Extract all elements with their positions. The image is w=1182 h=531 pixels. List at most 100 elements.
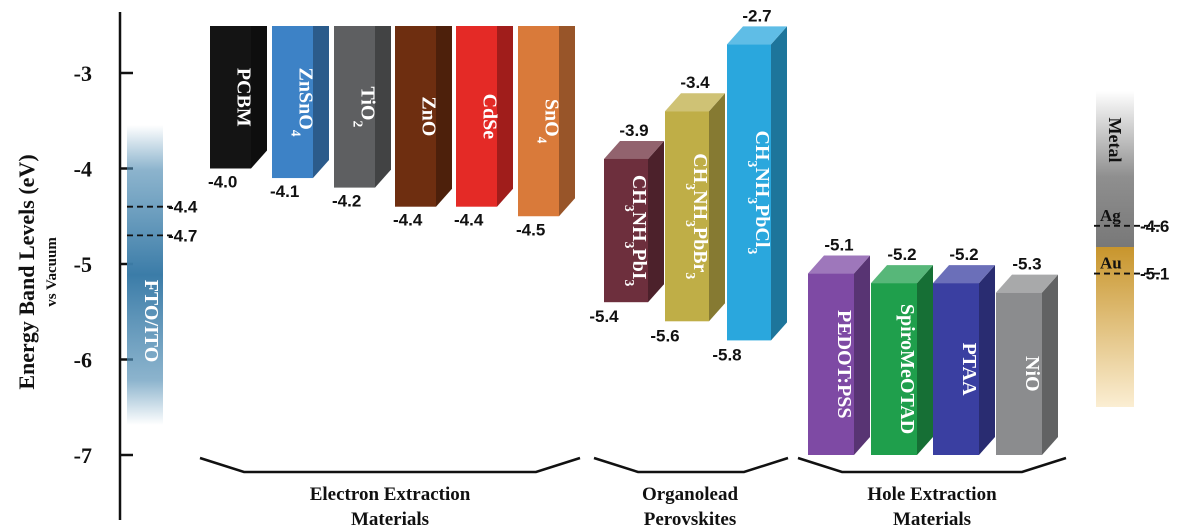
group-label-line: Materials <box>893 509 971 530</box>
group-label-line: Organolead <box>642 484 738 505</box>
bar-value-label: -4.2 <box>332 192 361 211</box>
metal-name-ag: Ag <box>1100 206 1121 225</box>
bar-front-face <box>808 273 854 455</box>
bar-front-face <box>996 292 1042 455</box>
bar-top-face <box>727 26 787 45</box>
material-label: TiO2 <box>351 86 379 127</box>
y-axis: -3 -4 -5 -6 -7 Energy Band Levels (eV) vs Va… <box>14 12 133 520</box>
metal-level-value: -5.1 <box>1140 265 1169 284</box>
bar-side-face <box>648 140 664 303</box>
bar-top-face <box>808 255 870 274</box>
y-tick-label: -6 <box>74 348 92 373</box>
material-label: PCBM <box>233 68 255 127</box>
material-bar-5: CdSe -4.4 <box>454 26 513 230</box>
y-axis-title: Energy Band Levels (eV) <box>14 154 39 389</box>
bar-front-face <box>395 26 436 207</box>
material-label: CH3NH3PbCl3 <box>746 131 774 255</box>
material-bar-1: PEDOT:PSS -5.1 <box>808 236 870 455</box>
material-label: SpiroMeOTAD <box>896 304 918 434</box>
group-bracket-3: Hole Extraction Materials <box>797 456 1067 530</box>
bar-value-label: -4.4 <box>393 211 423 230</box>
electrode-bar <box>127 125 163 425</box>
bar-front-face <box>933 283 979 455</box>
material-label: SnO4 <box>535 99 563 144</box>
bar-front-face <box>210 26 251 169</box>
bar-top-face <box>933 265 995 284</box>
bar-value-label: -4.0 <box>208 173 237 192</box>
bar-top-value-label: -2.7 <box>742 6 771 25</box>
bar-value-label: -5.2 <box>887 245 916 264</box>
material-label: CH3NH3PbI3 <box>623 175 651 287</box>
group-label-line: Electron Extraction <box>310 484 471 505</box>
bracket-line <box>593 456 789 474</box>
y-axis-subtitle: vs Vacuum <box>44 237 60 307</box>
bar-side-face <box>917 265 933 455</box>
bar-value-label: -4.5 <box>516 220 545 239</box>
bar-value-label: -5.3 <box>1012 255 1041 274</box>
electrode-level-value: -4.7 <box>168 226 197 245</box>
electrode-label: FTO/ITO <box>140 280 162 363</box>
material-bar-2: ZnSnO4 -4.1 <box>270 26 329 201</box>
metal-name-au: Au <box>1100 254 1122 273</box>
material-bar-1: CH3NH3PbI3 -3.9 -5.4 <box>589 121 664 326</box>
bar-side-face <box>979 265 995 455</box>
material-label: CH3NH3PbBr3 <box>684 153 712 279</box>
y-tick-label: -7 <box>74 443 92 468</box>
y-tick-label: -3 <box>74 61 92 86</box>
bar-front-face <box>604 158 648 303</box>
y-tick-label: -4 <box>74 157 92 182</box>
material-bar-4: NiO -5.3 <box>996 255 1058 455</box>
bar-top-value-label: -3.4 <box>680 73 710 92</box>
bar-top-value-label: -3.9 <box>619 121 648 140</box>
bar-side-face <box>375 26 391 188</box>
bar-front-face <box>665 111 709 322</box>
bar-side-face <box>1042 274 1058 455</box>
bar-side-face <box>709 93 725 322</box>
bar-side-face <box>251 26 267 169</box>
electrode-level-value: -4.4 <box>168 198 198 217</box>
bar-front-face <box>334 26 375 188</box>
bar-top-face <box>871 265 933 284</box>
group-label-line: Materials <box>351 509 429 530</box>
material-label: CdSe <box>479 94 501 140</box>
bar-value-label: -4.4 <box>454 211 484 230</box>
bar-front-face <box>272 26 313 179</box>
metal-label: Metal <box>1105 118 1125 163</box>
material-bar-3: TiO2 -4.2 <box>332 26 391 211</box>
bar-side-face <box>854 255 870 455</box>
y-tick-label: -5 <box>74 252 92 277</box>
bar-side-face <box>559 26 575 217</box>
material-bar-6: SnO4 -4.5 <box>516 26 575 239</box>
bar-bottom-value-label: -5.6 <box>650 326 679 345</box>
bar-bottom-value-label: -5.8 <box>712 345 741 364</box>
bar-side-face <box>771 26 787 341</box>
material-label: NiO <box>1021 356 1043 392</box>
material-bar-1: PCBM -4.0 <box>208 26 267 192</box>
group-label-line: Perovskites <box>644 509 737 530</box>
bar-front-face <box>871 283 917 455</box>
bracket-line <box>797 456 1067 474</box>
bar-top-face <box>996 274 1058 293</box>
bar-side-face <box>497 26 513 207</box>
material-label: PEDOT:PSS <box>833 310 855 419</box>
bar-value-label: -5.1 <box>824 236 853 255</box>
material-bar-2: CH3NH3PbBr3 -3.4 -5.6 <box>650 73 725 345</box>
material-label: ZnSnO4 <box>289 67 317 136</box>
material-bar-4: ZnO -4.4 <box>393 26 452 230</box>
material-bar-2: SpiroMeOTAD -5.2 <box>871 245 933 455</box>
group-bracket-2: Organolead Perovskites <box>593 456 789 530</box>
electrode-fto-ito: FTO/ITO -4.4 -4.7 <box>127 125 198 425</box>
metal-contact: Metal Ag -4.6 Au -5.1 <box>1094 91 1169 407</box>
bar-top-face <box>604 140 664 159</box>
bar-bottom-value-label: -5.4 <box>589 307 619 326</box>
material-bar-3: CH3NH3PbCl3 -2.7 -5.8 <box>712 6 787 364</box>
bar-front-face <box>727 44 771 341</box>
metal-level-value: -4.6 <box>1140 217 1169 236</box>
material-label: PTAA <box>958 343 980 397</box>
bar-side-face <box>313 26 329 179</box>
bar-front-face <box>518 26 559 217</box>
metal-bar-top <box>1096 91 1134 247</box>
material-bar-3: PTAA -5.2 <box>933 245 995 455</box>
bar-value-label: -4.1 <box>270 182 299 201</box>
